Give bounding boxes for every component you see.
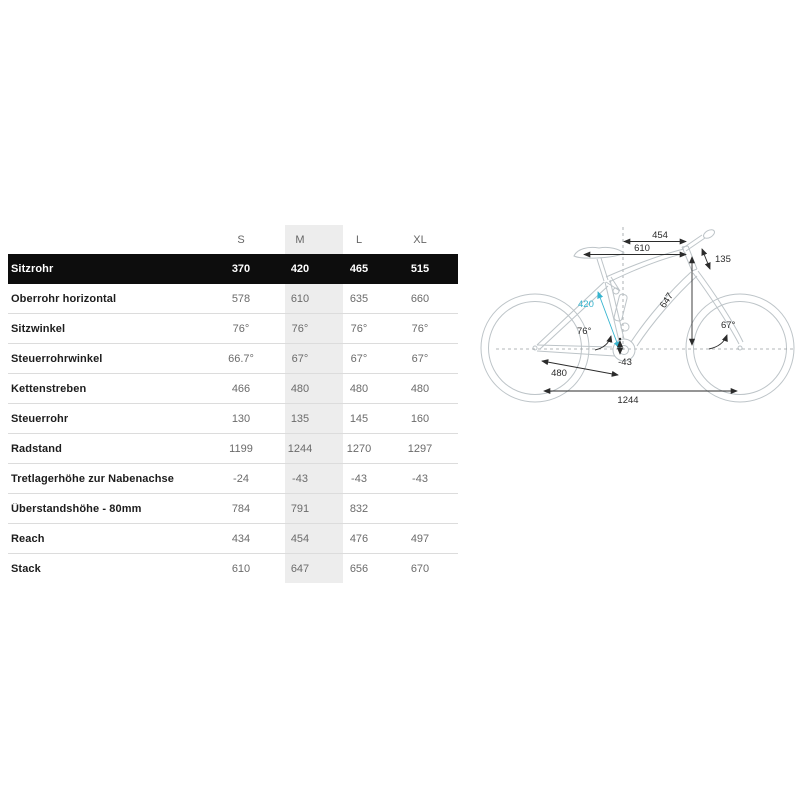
seat-angle-label: 76° [577, 326, 592, 337]
stack-label: 647 [658, 291, 676, 310]
head-angle-arc [708, 334, 728, 350]
rear-wheel [480, 293, 590, 403]
seat-tube-label: 420 [578, 299, 594, 310]
row-value: 370 [231, 263, 251, 275]
bike-frame [536, 229, 744, 362]
row-value: 145 [349, 412, 369, 425]
row-value: 656 [349, 562, 369, 575]
row-value: 670 [410, 562, 430, 575]
table-body: Sitzrohr 370 420 465 515 Oberrohr horizontal 5… [8, 254, 458, 583]
row-value: 610 [231, 562, 251, 575]
row-value: 76° [411, 322, 429, 335]
row-value: 480 [349, 382, 369, 395]
table-row: Stack 610 647 656 670 [8, 553, 458, 583]
row-value: 1199 [229, 442, 253, 455]
table-row: Tretlagerhöhe zur Nabenachse -24 -43 -43 -43 [8, 463, 458, 493]
reach-label: 454 [652, 230, 668, 241]
row-value: 67° [291, 352, 309, 365]
bb-drop-label: -43 [618, 357, 632, 368]
table-row: Sitzwinkel 76° 76° 76° 76° [8, 313, 458, 343]
row-value: -43 [351, 472, 367, 485]
row-value: 1297 [407, 442, 433, 455]
front-wheel [685, 293, 795, 403]
row-value: 434 [231, 532, 251, 545]
row-value: 66.7° [228, 352, 254, 365]
table-row: Sitzrohr 370 420 465 515 [8, 254, 458, 284]
row-value: 76° [232, 322, 250, 335]
size-header-m: M [295, 233, 305, 246]
seat-angle-arc [594, 335, 613, 351]
table-row: Kettenstreben 466 480 480 480 [8, 373, 458, 403]
row-value: 660 [410, 292, 430, 305]
head-tube-label: 135 [715, 254, 731, 265]
table-row: Oberrohr horizontal 578 610 635 660 [8, 284, 458, 313]
row-label: Tretlagerhöhe zur Nabenachse [11, 472, 174, 485]
row-value: 454 [290, 532, 310, 545]
row-value: -43 [412, 472, 428, 485]
seat-tube-arrow [597, 291, 620, 349]
bike-geometry-diagram: 454 610 135 647 420 76° 67° -43 480 1244 [478, 215, 798, 415]
row-value: 67° [350, 352, 368, 365]
row-value: 610 [290, 292, 310, 305]
row-label: Überstandshöhe - 80mm [11, 502, 142, 515]
row-value: 135 [290, 412, 310, 425]
row-label: Oberrohr horizontal [11, 292, 117, 305]
row-value: -43 [292, 472, 308, 485]
geometry-table: S M L XL Sitzrohr 370 420 465 515 Oberrohr horiz… [8, 225, 458, 583]
table-row: Radstand 1199 1244 1270 1297 [8, 433, 458, 463]
wheelbase-label: 1244 [617, 395, 638, 406]
table-row: Steuerrohrwinkel 66.7° 67° 67° 67° [8, 343, 458, 373]
table-row: Reach 434 454 476 497 [8, 523, 458, 553]
row-label: Steuerrohr [11, 412, 69, 425]
row-value: 480 [410, 382, 430, 395]
head-tube-arrow [701, 248, 711, 270]
row-value: 160 [410, 412, 430, 425]
table-row: Überstandshöhe - 80mm 784 791 832 [8, 493, 458, 523]
row-value: 67° [411, 352, 429, 365]
table-row: Steuerrohr 130 135 145 160 [8, 403, 458, 433]
chainstay-arrow [541, 359, 619, 377]
row-value: -24 [233, 472, 249, 485]
row-value: 791 [290, 502, 310, 515]
row-value: 76° [350, 322, 368, 335]
row-value: 76° [291, 322, 309, 335]
row-value: 635 [349, 292, 369, 305]
row-value: 497 [410, 532, 430, 545]
row-label: Sitzrohr [11, 263, 54, 275]
head-angle-label: 67° [721, 320, 736, 331]
row-value: 647 [290, 562, 310, 575]
row-value: 784 [231, 502, 251, 515]
row-value: 476 [349, 532, 369, 545]
row-value: 130 [231, 412, 251, 425]
row-label: Reach [11, 532, 45, 545]
size-header-l: L [355, 233, 363, 246]
size-header-s: S [237, 233, 245, 246]
row-label: Sitzwinkel [11, 322, 66, 335]
chainstay-label: 480 [551, 368, 567, 379]
row-value: 578 [231, 292, 251, 305]
row-value: 480 [290, 382, 310, 395]
top-tube-label: 610 [634, 243, 650, 254]
row-value: 1244 [287, 442, 313, 455]
bike-diagram-svg: 454 610 135 647 420 76° 67° -43 480 1244 [480, 227, 796, 406]
row-label: Kettenstreben [11, 382, 87, 395]
row-label: Radstand [11, 442, 62, 455]
table-header-row: S M L XL [8, 225, 458, 254]
row-value: 420 [290, 263, 310, 275]
row-value: 1270 [346, 442, 372, 455]
bb-drop-dot [618, 337, 622, 341]
row-value: 465 [349, 263, 369, 275]
row-value: 515 [410, 263, 430, 275]
row-label: Steuerrohrwinkel [11, 352, 103, 365]
size-header-xl: XL [413, 233, 427, 246]
row-value: 832 [349, 502, 369, 515]
row-value: 466 [231, 382, 251, 395]
row-label: Stack [11, 562, 41, 575]
measurement-annotations: 454 610 135 647 420 76° 67° -43 480 1244 [541, 230, 738, 406]
